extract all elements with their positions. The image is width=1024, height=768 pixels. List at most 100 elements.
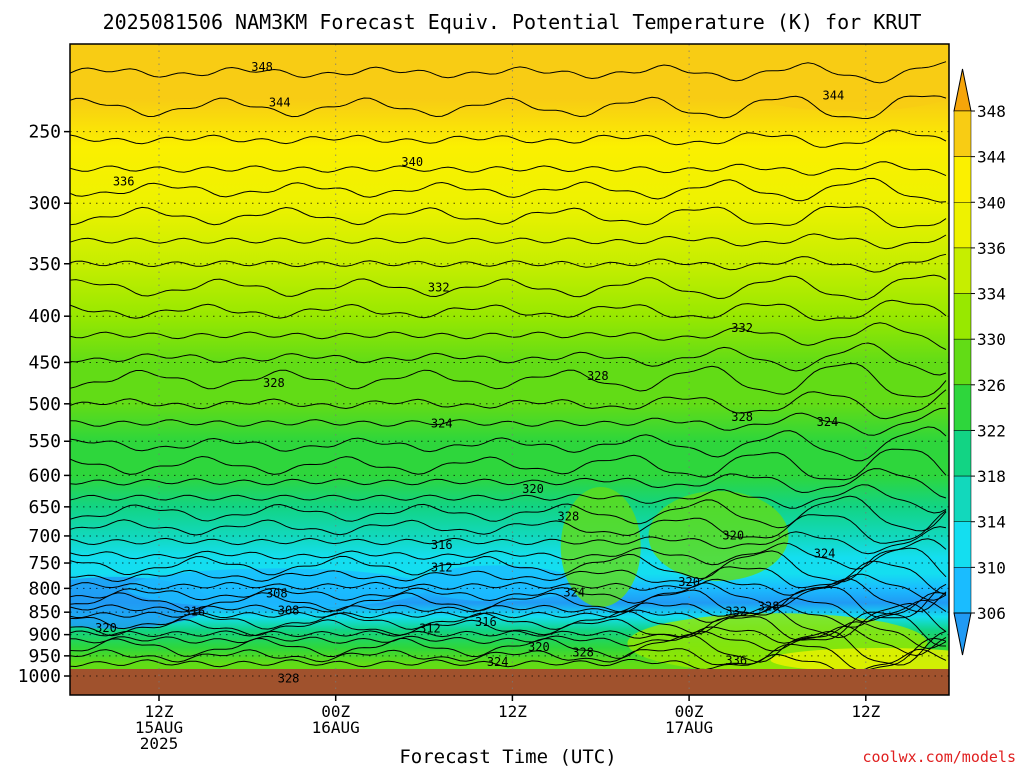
field-patch [560, 487, 641, 608]
colorbar-swatch [953, 293, 972, 340]
contour-label: 332 [725, 604, 747, 618]
contour-line [70, 299, 947, 322]
contour-line [70, 129, 947, 148]
contour-line [70, 495, 947, 532]
contour-label: 320 [528, 640, 550, 654]
contour-label: 324 [563, 585, 585, 599]
chart-title: 2025081506 NAM3KM Forecast Equiv. Potent… [103, 10, 922, 34]
contour-line [70, 630, 947, 666]
field-patches [70, 51, 949, 674]
colorbar-swatch [953, 430, 972, 477]
contour-line [70, 233, 947, 250]
contour-line [70, 161, 947, 177]
colorbar-label: 336 [977, 239, 1006, 258]
y-tick-label: 350 [28, 254, 61, 275]
contour-line [70, 426, 947, 462]
contour-label: 340 [401, 155, 423, 169]
contour-line [70, 560, 947, 595]
contour-line [70, 510, 947, 544]
contour-line [70, 177, 947, 203]
contour-line [70, 253, 947, 273]
contour-line [70, 468, 947, 499]
y-tick-label: 450 [28, 352, 61, 373]
contour-label: 324 [814, 546, 836, 560]
contour-label: 336 [725, 653, 747, 667]
contour-line [70, 484, 947, 514]
colorbar-label: 310 [977, 558, 1006, 577]
contour-line [70, 602, 947, 639]
y-tick-label: 650 [28, 497, 61, 518]
y-tick-label: 500 [28, 394, 61, 415]
y-tick-label: 300 [28, 193, 61, 214]
contour-line [70, 583, 947, 619]
contour-label: 308 [266, 586, 288, 600]
contour-label: 332 [428, 281, 450, 295]
contour-label: 348 [251, 60, 273, 74]
plot-frame [69, 43, 950, 696]
contour-label: 316 [475, 615, 497, 629]
contour-line [70, 547, 947, 583]
contour-label: 312 [419, 621, 441, 635]
y-tick-label: 700 [28, 526, 61, 547]
contour-label: 328 [587, 369, 609, 383]
x-axis-label: Forecast Time (UTC) [399, 746, 616, 768]
contour-label: 324 [431, 417, 453, 431]
contour-label: 320 [522, 482, 544, 496]
contour-label: 316 [1, 536, 23, 550]
colorbar-swatch [953, 338, 972, 386]
contour-line [70, 538, 947, 570]
y-tick-label: 250 [28, 122, 61, 143]
colorbar-swatch [953, 202, 972, 249]
contour-label: 316 [431, 538, 453, 552]
x-tick-label: 00Z [675, 702, 704, 721]
y-tick-label: 600 [28, 465, 61, 486]
y-tick-label: 850 [28, 602, 61, 623]
contour-line [70, 362, 947, 398]
ground-band [70, 669, 949, 695]
colorbar-label: 318 [977, 467, 1006, 486]
contour-label: 324 [817, 415, 839, 429]
colorbar-label: 314 [977, 513, 1006, 532]
contour-label: 328 [263, 376, 285, 390]
y-axis: 2503003504004505005506006507007508008509… [18, 122, 70, 687]
field-patch [648, 490, 789, 581]
colorbar-swatch [953, 475, 972, 522]
contour-label: 332 [731, 321, 753, 335]
contour-label: 328 [758, 600, 780, 614]
colorbar-swatch [953, 384, 972, 431]
contour-label: 320 [722, 528, 744, 542]
contour-label: 308 [278, 603, 300, 617]
contour-line [70, 407, 947, 436]
x-tick-label: 2025 [140, 734, 179, 753]
contour-label: 328 [558, 509, 580, 523]
x-tick-label: 00Z [321, 702, 350, 721]
contour-line [70, 573, 947, 601]
contour-label: 328 [731, 410, 753, 424]
contour-label: 320 [678, 575, 700, 589]
field-patch [731, 51, 949, 112]
x-tick-label: 16AUG [312, 718, 360, 737]
y-tick-label: 400 [28, 306, 61, 327]
x-tick-label: 12Z [851, 702, 880, 721]
contour-label: 336 [113, 175, 135, 189]
colorbar-label: 322 [977, 421, 1006, 440]
contour-line [70, 637, 947, 671]
colorbar-swatch [953, 156, 972, 203]
plot-area: 348 344 344 340 336 332 332 328 328 328 324 324 324 3… [1, 44, 949, 695]
colorbar-swatch [953, 567, 972, 614]
y-tick-label: 950 [28, 646, 61, 667]
grid-lines [70, 44, 949, 695]
contour-line [70, 448, 947, 481]
colorbar-label: 334 [977, 285, 1006, 304]
credit-label: coolwx.com/models [862, 748, 1016, 766]
x-tick-label: 12Z [145, 702, 174, 721]
contour-label: 312 [431, 561, 453, 575]
y-tick-label: 750 [28, 553, 61, 574]
contour-label: 312 [1, 562, 23, 576]
contour-line [70, 592, 947, 623]
contour-label: 344 [269, 95, 291, 109]
colorbar-label: 344 [977, 148, 1006, 167]
colorbar-arrow-top [953, 68, 972, 112]
